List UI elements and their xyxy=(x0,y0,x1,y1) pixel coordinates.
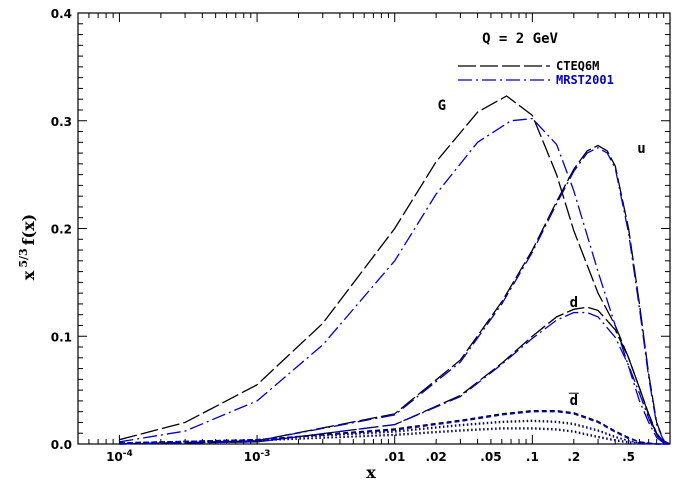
y-axis-title-base: x xyxy=(19,270,38,280)
series-line-G-mrst2001 xyxy=(119,117,671,445)
y-axis-title-rest: f(x) xyxy=(19,214,38,246)
curve-label: u xyxy=(637,141,645,157)
series-line-u-mrst2001 xyxy=(119,146,671,445)
x-tick-label: .05 xyxy=(480,450,501,464)
series-curves xyxy=(119,95,671,445)
series-line-d-cteq6m xyxy=(119,306,671,445)
y-tick-label: 0.4 xyxy=(51,7,72,21)
curve-labels: Gu d d xyxy=(438,98,646,409)
y-tick-label: 0.2 xyxy=(51,223,72,237)
x-tick-label: .1 xyxy=(526,450,539,464)
y-axis-title-exp: 5/3 xyxy=(17,248,30,267)
x-tick-label: 10-3 xyxy=(244,449,271,464)
x-tick-label: .02 xyxy=(426,450,447,464)
scale-annotation: Q = 2 GeV xyxy=(482,31,558,47)
y-axis-title: x 5/3 f(x) xyxy=(17,214,38,280)
curve-label: d xyxy=(570,295,578,311)
axis-ticks xyxy=(77,12,671,445)
curve-label: G xyxy=(438,98,446,114)
y-tick-label: 0.1 xyxy=(51,330,72,344)
curve-label: d xyxy=(570,393,578,409)
tick-labels: 10-4 10-3 .01 .02 .05 .1 .2 .5 0.0 0.1 0.2 0.3 0.4 xyxy=(51,7,635,464)
series-line-d-mrst2001 xyxy=(119,311,671,445)
y-tick-label: 0.3 xyxy=(51,115,72,129)
x-tick-label: .2 xyxy=(567,450,580,464)
series-line-G-cteq6m xyxy=(119,95,671,445)
y-tick-label: 0.0 xyxy=(51,438,72,452)
x-tick-label: .5 xyxy=(622,450,635,464)
x-axis-title: x xyxy=(366,463,376,482)
x-tick-label: 10-4 xyxy=(106,449,133,464)
series-line-u-cteq6m xyxy=(119,144,671,445)
legend-label: MRST2001 xyxy=(556,73,614,87)
legend-label: CTEQ6M xyxy=(556,59,599,73)
x-tick-label: .01 xyxy=(384,450,405,464)
